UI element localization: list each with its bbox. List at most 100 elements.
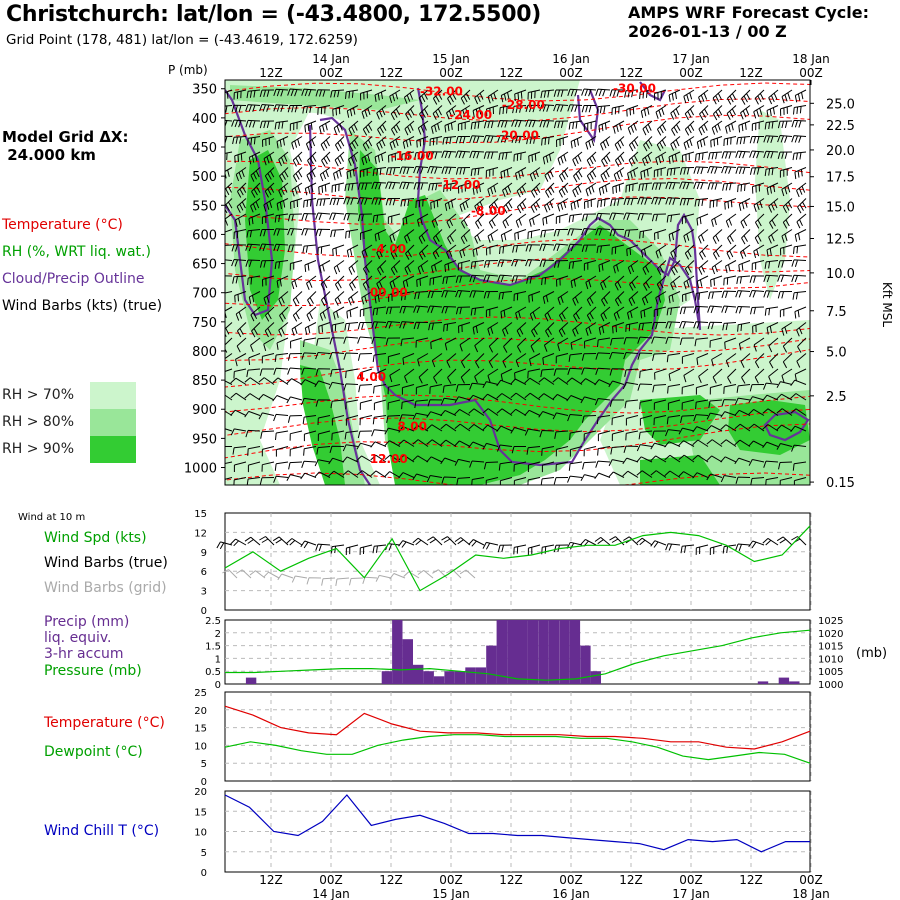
wind-barb (258, 377, 275, 385)
wind-barb (736, 275, 751, 284)
wind-barb (797, 337, 807, 353)
precip-bar (538, 620, 549, 684)
wind-barb (679, 337, 695, 346)
pressure-tick-label: 500 (192, 170, 217, 185)
wind-barb (251, 322, 261, 338)
wind-barb (273, 88, 289, 97)
wind-barb (356, 470, 373, 478)
wind-barb (329, 445, 345, 454)
top-time-label: 00Z (439, 66, 463, 80)
wind-barb (357, 182, 372, 190)
wind-barb (711, 213, 723, 227)
wind-barb (278, 322, 289, 337)
wind-barb (511, 446, 526, 454)
wind-barbs-true-legend: Wind Barbs (true) (44, 555, 168, 571)
wind-barb (496, 393, 513, 401)
wind-barb (692, 472, 709, 479)
wind-barb (665, 429, 681, 437)
wind-barb (460, 89, 471, 105)
wind-barb (694, 337, 709, 347)
wind-barb (344, 322, 359, 331)
wind-barb (625, 430, 639, 441)
wind-barb (695, 291, 709, 301)
wind-barb (444, 198, 457, 211)
wind-barb (515, 213, 527, 228)
legend-rh: RH (%, WRT liq. wat.) (2, 244, 151, 260)
wind-barb (440, 439, 457, 447)
wind-barb (275, 430, 289, 441)
wind-barb (334, 291, 345, 306)
grid-barb (417, 569, 434, 579)
axis-tick-label: 20 (194, 706, 207, 717)
wind-barb (558, 306, 569, 322)
wind-barb (404, 260, 415, 275)
wind-barb (656, 275, 667, 291)
wind-barb (328, 381, 345, 389)
wind-barb (614, 151, 625, 167)
bottom-time-label: 12Z (739, 873, 763, 887)
wind-barb (384, 454, 401, 463)
wind-barb (333, 120, 345, 135)
wind-barb (583, 120, 597, 132)
wind-barb (357, 430, 373, 439)
wind-barb (639, 368, 653, 379)
wind-barb (400, 337, 415, 347)
wind-barb (486, 105, 499, 117)
wind-barb (273, 104, 289, 112)
wind-barb (636, 537, 653, 546)
wind-barb (342, 456, 359, 463)
wind-barb (614, 291, 625, 307)
wind-barb (412, 473, 429, 481)
wind-barb (361, 244, 373, 259)
wind-barb (232, 275, 247, 284)
wind-barb (781, 182, 793, 197)
wind-barb (432, 229, 443, 245)
wind-barb (357, 353, 373, 361)
temperature-axis: 0 5 10 15 20 25 (194, 688, 207, 788)
wind-barb (377, 260, 387, 276)
wind-barb (362, 260, 373, 276)
precip-bars (245, 620, 800, 684)
wind-barb (720, 439, 737, 447)
wind-barb (627, 260, 639, 275)
wind-barb (389, 136, 401, 150)
wind-barb (474, 198, 485, 213)
wind-barb (553, 368, 569, 376)
wind-barb (627, 120, 639, 135)
wind-barb (418, 244, 429, 260)
temperature-line (224, 705, 811, 750)
wind-barb (748, 396, 765, 403)
wind-barb (431, 120, 443, 134)
isotherm-label: -30.00 (613, 82, 656, 96)
isotherm-label: -12.00 (438, 178, 481, 192)
wind-barb (651, 336, 667, 344)
grid-barb (389, 573, 406, 580)
wind-barb (642, 260, 653, 275)
top-date-label: 17 Jan (672, 52, 710, 66)
wind-barb (553, 260, 569, 268)
wind-barb (319, 306, 331, 321)
wind-barb (639, 415, 653, 426)
wind-barb (440, 457, 457, 465)
wind-barb (651, 182, 666, 190)
wind-barb (568, 461, 583, 471)
wind-barb (444, 120, 457, 133)
wind-barb (264, 182, 275, 198)
wind-barb (414, 291, 429, 300)
rh90-region (245, 150, 810, 485)
wind-barb (231, 119, 247, 128)
wind-barb (699, 244, 709, 260)
wind-barb (553, 243, 569, 252)
wind-panel: 0 3 6 9 12 15 Wind at 10 m Wind Spd (kts) Win… (18, 509, 812, 617)
wind-barb (586, 291, 597, 307)
wind-barb (398, 426, 415, 433)
wind-barb (626, 244, 639, 257)
wind-barb (459, 337, 471, 352)
grid-barb (375, 574, 392, 582)
wind-barb (510, 392, 527, 401)
wind-barb (721, 290, 737, 299)
wind-barb (356, 442, 373, 450)
wind-barb (483, 291, 499, 299)
